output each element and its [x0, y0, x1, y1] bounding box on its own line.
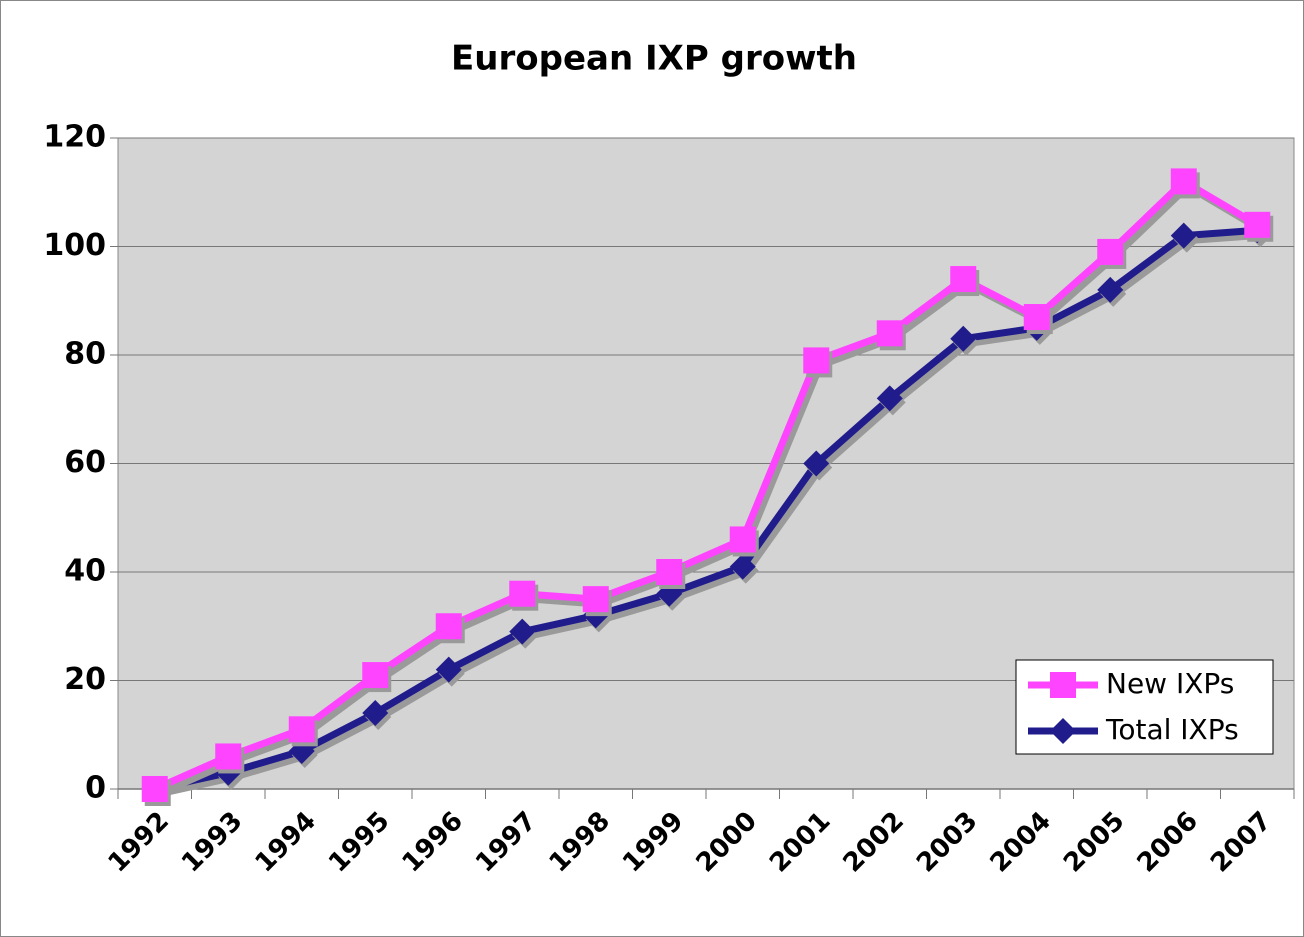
line-shadow [157, 182, 1264, 798]
marker [729, 526, 756, 553]
marker [803, 450, 830, 477]
marks [141, 168, 1274, 806]
marker [362, 700, 389, 727]
marker [729, 553, 756, 580]
y-tick-label: 0 [85, 771, 106, 806]
marker [362, 662, 389, 689]
marker [582, 586, 609, 613]
legend-marker [1050, 672, 1076, 698]
marker [1170, 222, 1197, 249]
legend-label: Total IXPs [1105, 713, 1239, 746]
marker [509, 580, 536, 607]
y-tick-label: 20 [64, 662, 106, 697]
marker [950, 325, 977, 352]
marker [435, 613, 462, 640]
series-line [153, 177, 1260, 793]
marker [1170, 168, 1197, 195]
chart-title: European IXP growth [451, 39, 857, 79]
marker [1023, 304, 1050, 331]
y-tick-label: 80 [64, 337, 106, 372]
legend-label: New IXPs [1106, 667, 1234, 700]
marker [215, 743, 242, 770]
marker [509, 618, 536, 645]
marker [950, 266, 977, 293]
marker [1244, 211, 1271, 238]
marker [288, 716, 315, 743]
marker [435, 656, 462, 683]
series-line [153, 226, 1258, 793]
marker [1097, 238, 1124, 265]
line-shadow [157, 231, 1262, 798]
y-tick-label: 100 [43, 228, 106, 263]
y-tick-label: 40 [64, 554, 106, 589]
marker [803, 347, 830, 374]
marker [876, 320, 903, 347]
y-tick-label: 120 [43, 120, 106, 155]
marker [656, 559, 683, 585]
marker [876, 385, 903, 412]
y-tick-label: 60 [64, 445, 106, 480]
legend: New IXPs Total IXPs [1015, 659, 1274, 755]
legend-marker [1050, 718, 1076, 744]
marker [1097, 276, 1124, 303]
marker [141, 776, 168, 802]
